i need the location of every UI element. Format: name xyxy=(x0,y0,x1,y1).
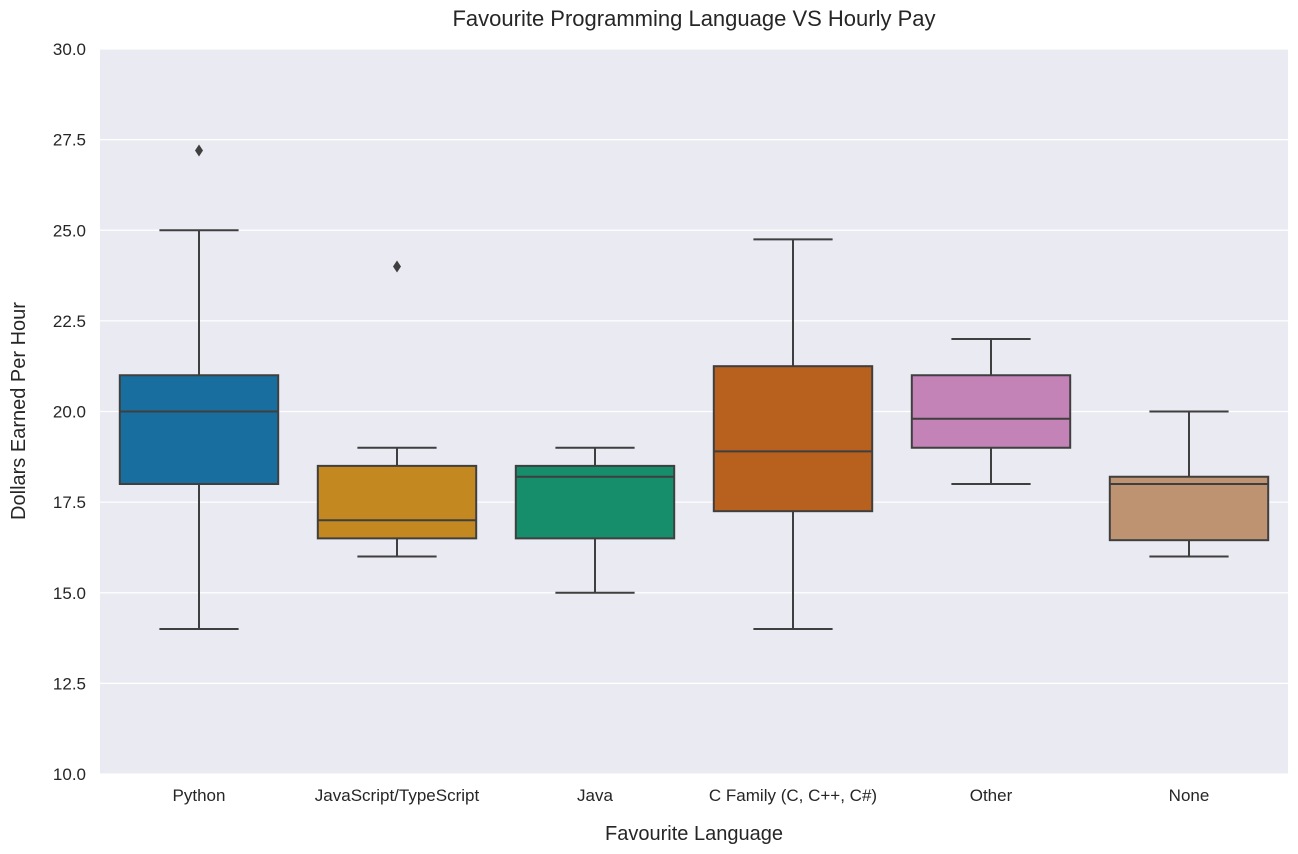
x-axis-label: Favourite Language xyxy=(605,823,783,845)
x-tick-label: None xyxy=(1169,786,1210,805)
y-tick-label: 10.0 xyxy=(53,765,86,784)
box-group xyxy=(514,446,676,594)
box-group xyxy=(1108,410,1270,558)
y-tick-label: 30.0 xyxy=(53,40,86,59)
y-tick-label: 25.0 xyxy=(53,221,86,240)
boxes xyxy=(118,144,1270,630)
box-group xyxy=(910,338,1072,485)
x-tick-label: Java xyxy=(577,786,613,805)
y-tick-labels: 10.0 12.5 15.0 17.5 20.0 22.5 25.0 27.5 30.0 xyxy=(53,40,86,784)
outlier-point xyxy=(393,260,401,273)
chart-title: Favourite Programming Language VS Hourly… xyxy=(452,6,935,31)
box-iqr xyxy=(1108,475,1270,542)
box-group xyxy=(316,260,478,558)
box-iqr xyxy=(118,374,280,485)
x-tick-labels: Python JavaScript/TypeScript Java C Family … xyxy=(173,786,1210,805)
y-tick-label: 20.0 xyxy=(53,403,86,422)
x-tick-label: Other xyxy=(970,786,1013,805)
x-tick-label: JavaScript/TypeScript xyxy=(315,786,480,805)
box-group xyxy=(118,144,280,630)
outlier-point xyxy=(195,144,203,157)
box-group xyxy=(712,238,874,630)
y-tick-label: 17.5 xyxy=(53,493,86,512)
box-iqr xyxy=(514,464,676,540)
y-tick-label: 12.5 xyxy=(53,674,86,693)
box-iqr xyxy=(910,374,1072,449)
y-tick-label: 22.5 xyxy=(53,312,86,331)
y-axis-label: Dollars Earned Per Hour xyxy=(8,302,30,520)
x-tick-label: C Family (C, C++, C#) xyxy=(709,786,877,805)
box-iqr xyxy=(712,365,874,513)
y-tick-label: 15.0 xyxy=(53,584,86,603)
y-tick-label: 27.5 xyxy=(53,131,86,150)
x-tick-label: Python xyxy=(173,786,226,805)
box-iqr xyxy=(316,464,478,540)
grid-lines xyxy=(100,48,1288,775)
